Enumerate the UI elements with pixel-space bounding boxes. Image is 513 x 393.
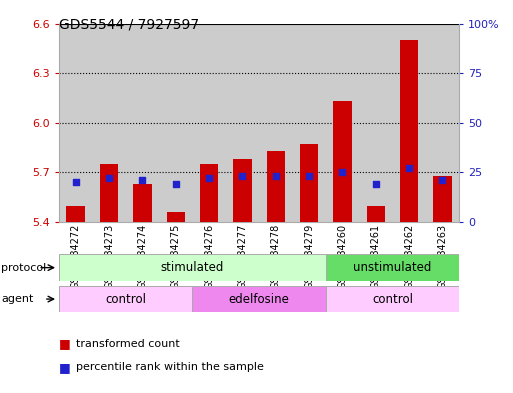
Point — [371, 181, 380, 187]
Bar — [67, 206, 85, 222]
Text: unstimulated: unstimulated — [353, 261, 431, 274]
Bar — [326, 286, 459, 312]
Text: percentile rank within the sample: percentile rank within the sample — [76, 362, 264, 373]
Bar — [433, 176, 451, 222]
Bar — [233, 159, 251, 222]
Bar — [59, 254, 326, 281]
Text: GDS5544 / 7927597: GDS5544 / 7927597 — [59, 18, 199, 32]
Bar — [326, 24, 359, 222]
Bar — [100, 164, 118, 222]
Text: ■: ■ — [59, 337, 71, 351]
Text: ■: ■ — [59, 361, 71, 374]
Bar — [126, 24, 159, 222]
Bar — [92, 24, 126, 222]
Bar — [59, 286, 192, 312]
Text: stimulated: stimulated — [161, 261, 224, 274]
Bar — [333, 101, 351, 222]
Bar — [300, 144, 318, 222]
Point — [338, 169, 346, 176]
Bar — [159, 24, 192, 222]
Text: edelfosine: edelfosine — [229, 292, 289, 306]
Bar — [400, 40, 418, 222]
Point — [438, 177, 446, 184]
Point — [271, 173, 280, 180]
Point — [71, 179, 80, 185]
Point — [205, 175, 213, 182]
Point — [138, 177, 147, 184]
Bar — [200, 164, 218, 222]
Point — [405, 165, 413, 172]
Point — [105, 175, 113, 182]
Point — [305, 173, 313, 180]
Bar — [259, 24, 292, 222]
Bar — [192, 286, 326, 312]
Bar — [192, 24, 226, 222]
Bar — [267, 151, 285, 222]
Bar — [367, 206, 385, 222]
Bar — [326, 254, 459, 281]
Text: transformed count: transformed count — [76, 339, 180, 349]
Bar — [392, 24, 426, 222]
Bar — [167, 212, 185, 222]
Point — [238, 173, 246, 180]
Text: protocol: protocol — [1, 263, 46, 273]
Point — [171, 181, 180, 187]
Text: control: control — [105, 292, 146, 306]
Bar — [59, 24, 92, 222]
Text: agent: agent — [1, 294, 33, 304]
Bar — [133, 184, 151, 222]
Bar — [359, 24, 392, 222]
Text: control: control — [372, 292, 413, 306]
Bar — [292, 24, 326, 222]
Bar — [226, 24, 259, 222]
Bar — [426, 24, 459, 222]
